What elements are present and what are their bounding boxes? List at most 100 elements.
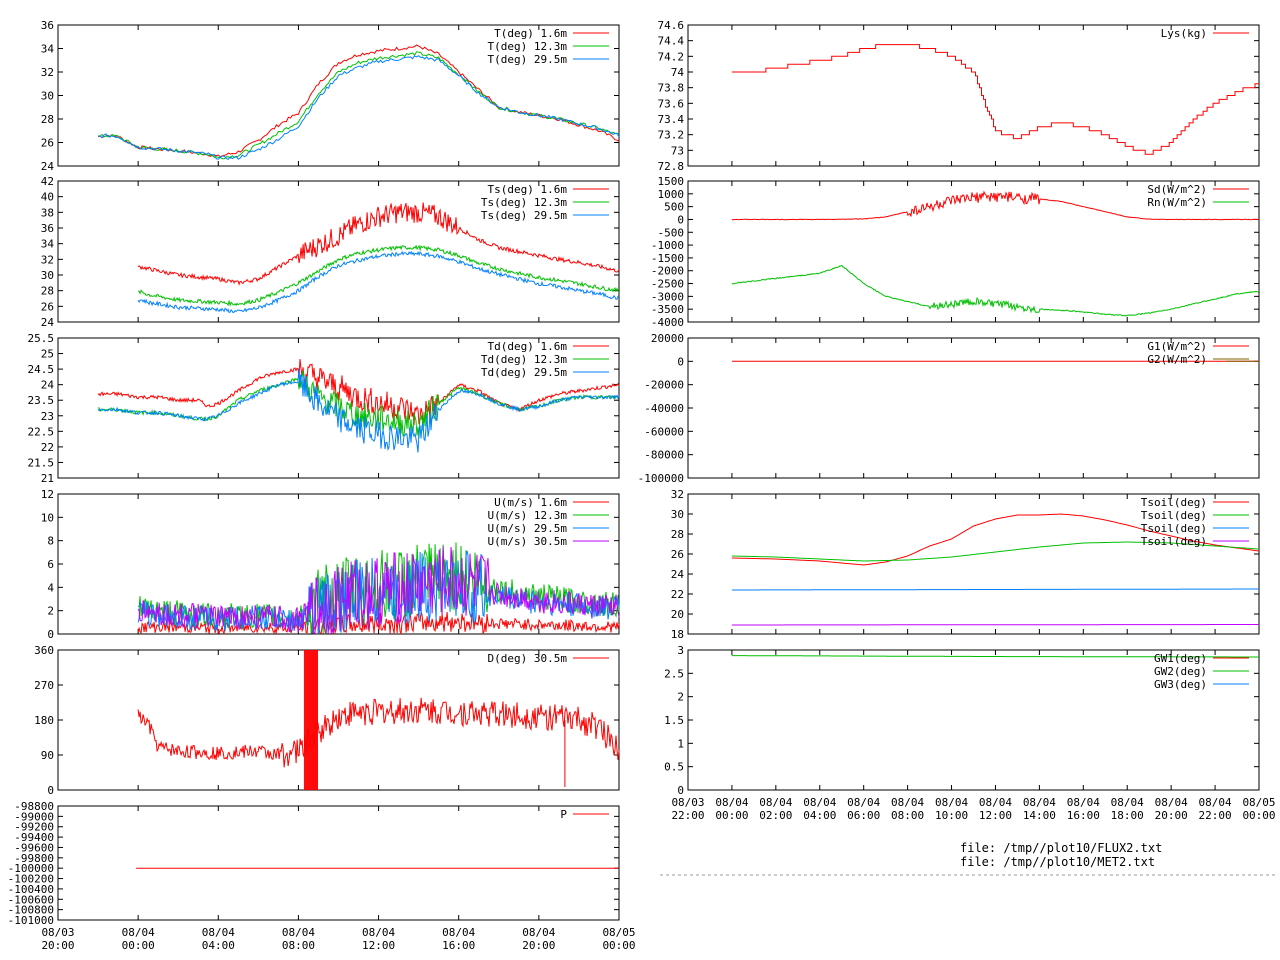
legend-label: U(m/s) 29.5m: [488, 522, 568, 535]
y-tick-label: 30: [41, 269, 54, 282]
y-tick-label: -100600: [8, 893, 54, 906]
legend-label: D(deg) 30.5m: [488, 652, 568, 665]
y-tick-label: 32: [41, 66, 54, 79]
plot-frame: [57, 805, 620, 921]
legend-label: GW2(deg): [1154, 665, 1207, 678]
y-tick-label: 21: [41, 472, 54, 485]
y-tick-label: 90: [41, 749, 54, 762]
x-tick-label: 12:00: [362, 939, 395, 952]
legend-label: G2(W/m^2): [1147, 353, 1207, 366]
legend-label: T(deg) 12.3m: [488, 40, 568, 53]
y-tick-label: -40000: [644, 402, 684, 415]
y-tick-label: 34: [41, 43, 55, 56]
plot-frame: [687, 180, 1260, 323]
panel-wind: 0 2 4 6 8 10 12 U(m/s) 1.6mU(m/s) 12.3mU(m/s) 2…: [41, 488, 620, 641]
series-line-gw-1: [731, 655, 1259, 658]
y-tick-label: 2: [677, 691, 684, 704]
x-tick-label: 08/04: [202, 926, 235, 939]
y-tick-label: 21.5: [28, 456, 55, 469]
y-tick-label: 73.2: [658, 129, 685, 142]
x-tick-label: 08/04: [979, 796, 1012, 809]
series-line-td-0: [97, 359, 620, 426]
series-line-td-2: [97, 368, 620, 453]
y-tick-label: 42: [41, 175, 54, 188]
y-tick-label: 0: [47, 784, 54, 797]
y-tick-label: 0: [677, 213, 684, 226]
x-tick-label: 08/04: [891, 796, 924, 809]
x-tick-label: 14:00: [1023, 809, 1056, 822]
x-tick-label: 02:00: [759, 809, 792, 822]
x-tick-label: 08/04: [282, 926, 315, 939]
series-line-ts-2: [137, 250, 620, 314]
y-tick-label: 10: [41, 511, 54, 524]
legend-label: Tsoil(deg): [1141, 522, 1207, 535]
x-tick-label: 20:00: [41, 939, 74, 952]
y-tick-label: -101000: [8, 914, 54, 927]
file-label: file: /tmp//plot10/FLUX2.txt: [960, 841, 1162, 855]
x-tick-label: 08/04: [803, 796, 836, 809]
y-tick-label: 30: [671, 508, 684, 521]
y-tick-label: 72.8: [658, 160, 685, 173]
y-tick-label: 12: [41, 488, 54, 501]
y-tick-label: -100400: [8, 883, 54, 896]
x-tick-label: 18:00: [1111, 809, 1144, 822]
x-tick-label: 08/04: [522, 926, 555, 939]
legend-label: Ts(deg) 12.3m: [481, 196, 567, 209]
y-tick-label: 3: [677, 644, 684, 657]
y-tick-label: 26: [671, 548, 684, 561]
legend-label: U(m/s) 1.6m: [494, 496, 567, 509]
y-tick-label: 1000: [658, 188, 685, 201]
y-tick-label: 1.5: [664, 714, 684, 727]
y-tick-label: 73: [671, 144, 684, 157]
x-tick-label: 08/05: [1242, 796, 1275, 809]
series-line-lys-0: [731, 44, 1259, 155]
x-tick-label: 08/03: [671, 796, 704, 809]
x-tick-label: 12:00: [979, 809, 1012, 822]
legend-label: T(deg) 29.5m: [488, 53, 568, 66]
y-tick-label: 0: [47, 628, 54, 641]
legend-label: Ts(deg) 1.6m: [488, 183, 568, 196]
x-tick-label: 20:00: [1155, 809, 1188, 822]
y-tick-label: 26: [41, 300, 54, 313]
y-tick-label: -20000: [644, 379, 684, 392]
y-tick-label: 22.5: [28, 425, 55, 438]
y-tick-label: 180: [34, 714, 54, 727]
panel-td: 21 21.5 22 22.5 23 23.5 24 24.5 25 25.5 Td(deg) 1.…: [28, 332, 620, 485]
y-tick-label: 74.4: [658, 35, 685, 48]
y-tick-label: -99600: [14, 841, 54, 854]
x-tick-label: 08/04: [362, 926, 395, 939]
y-tick-label: 34: [41, 238, 55, 251]
x-tick-label: 00:00: [715, 809, 748, 822]
y-tick-label: 270: [34, 679, 54, 692]
y-tick-label: 0: [677, 355, 684, 368]
y-tick-label: -100200: [8, 873, 54, 886]
x-tick-label: 08/04: [759, 796, 792, 809]
x-tick-label: 10:00: [935, 809, 968, 822]
x-tick-label: 08/04: [442, 926, 475, 939]
panel-tsoil: 1820222426283032Tsoil(deg)Tsoil(deg)Tsoi…: [671, 488, 1260, 641]
plot-frame: [57, 337, 620, 479]
legend-label: Td(deg) 1.6m: [488, 340, 568, 353]
y-tick-label: 8: [47, 535, 54, 548]
x-tick-label: 00:00: [122, 939, 155, 952]
x-tick-label: 22:00: [671, 809, 704, 822]
y-tick-label: 24.5: [28, 363, 55, 376]
y-tick-label: 28: [41, 285, 54, 298]
y-tick-label: 40: [41, 191, 54, 204]
y-tick-label: -1500: [651, 252, 684, 265]
x-tick-label: 08/04: [1111, 796, 1144, 809]
y-tick-label: 25.5: [28, 332, 55, 345]
x-tick-label: 08/04: [935, 796, 968, 809]
y-tick-label: 32: [671, 488, 684, 501]
y-tick-label: 0.5: [664, 761, 684, 774]
x-tick-label: 08/05: [602, 926, 635, 939]
series-line-tsoil-0: [731, 513, 1260, 566]
legend-label: Sd(W/m^2): [1147, 183, 1207, 196]
legend-label: U(m/s) 30.5m: [488, 535, 568, 548]
x-tick-label: 16:00: [1067, 809, 1100, 822]
x-tick-label: 08/04: [1067, 796, 1100, 809]
legend-label: GW1(deg): [1154, 652, 1207, 665]
y-tick-label: 2: [47, 605, 54, 618]
legend-label: T(deg) 1.6m: [494, 27, 567, 40]
